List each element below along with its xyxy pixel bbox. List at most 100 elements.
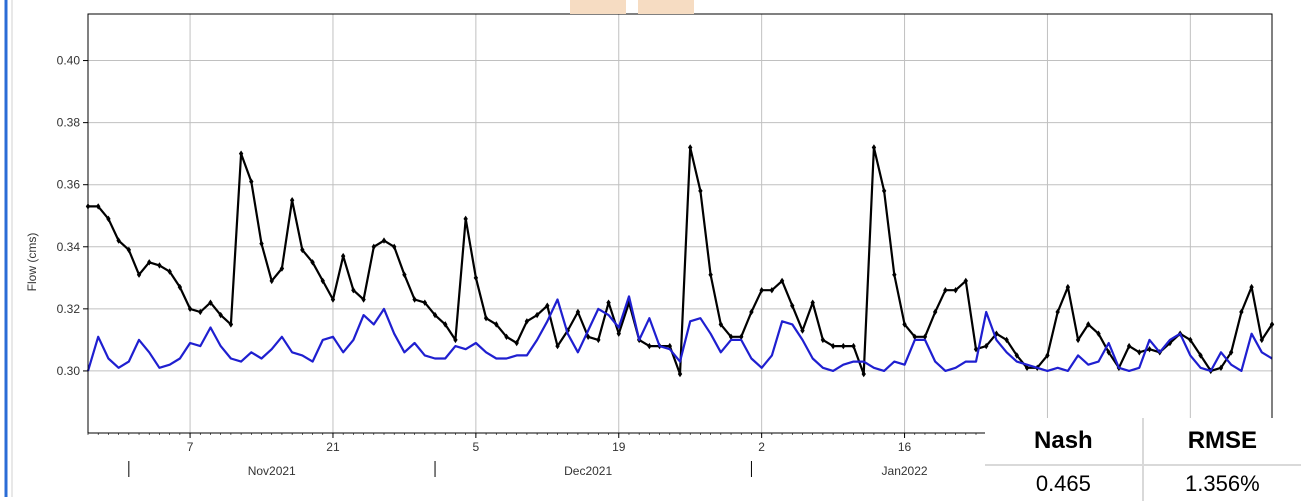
- observed-flow-point: [841, 342, 846, 350]
- observed-flow-point: [779, 277, 785, 285]
- y-tick-label: 0.40: [57, 54, 81, 68]
- observed-flow-point: [739, 333, 744, 340]
- observed-flow-point: [1086, 321, 1091, 328]
- observed-flow-point: [300, 246, 305, 254]
- observed-flow-point: [688, 144, 693, 151]
- observed-flow-point: [851, 342, 856, 350]
- y-tick-label: 0.38: [57, 116, 81, 130]
- observed-flow-point: [616, 330, 621, 337]
- observed-flow-point: [443, 321, 448, 328]
- observed-flow-point: [545, 302, 550, 309]
- observed-flow-point: [1045, 352, 1050, 359]
- observed-flow-point: [769, 287, 775, 294]
- x-tick-label: 21: [326, 440, 340, 454]
- observed-flow-point: [1198, 352, 1203, 359]
- observed-flow-point: [402, 271, 407, 278]
- y-tick-label: 0.30: [57, 364, 81, 378]
- observed-flow-point: [932, 308, 938, 316]
- observed-flow-point: [1126, 342, 1132, 350]
- nash-value: 0.465: [985, 465, 1144, 501]
- observed-flow-point: [749, 308, 754, 316]
- observed-flow-point: [800, 327, 805, 334]
- observed-flow-point: [892, 271, 897, 278]
- observed-flow-point: [279, 265, 285, 272]
- observed-flow-point: [963, 277, 968, 285]
- watermark-block: [570, 0, 626, 14]
- observed-flow-point: [1147, 346, 1152, 353]
- month-label: Jan2022: [882, 464, 928, 478]
- y-axis-label: Flow (cms): [25, 233, 39, 292]
- observed-flow-point: [340, 252, 346, 260]
- observed-flow-point: [116, 237, 121, 244]
- observed-flow-point: [667, 342, 672, 350]
- observed-flow-point: [1055, 308, 1060, 316]
- observed-flow-point: [994, 330, 999, 337]
- plot-frame: [87, 13, 1273, 434]
- observed-flow-point: [167, 268, 172, 275]
- observed-flow-point: [1218, 364, 1224, 372]
- observed-flow-point: [606, 299, 611, 306]
- observed-flow-point: [810, 299, 815, 306]
- observed-flow-point: [371, 243, 376, 250]
- observed-flow-point: [320, 277, 325, 285]
- observed-flow-point: [708, 271, 713, 278]
- observed-flow-point: [157, 262, 162, 269]
- observed-flow-point: [96, 203, 101, 210]
- observed-flow-point: [330, 296, 336, 303]
- observed-flow-point: [790, 302, 795, 309]
- observed-flow-point: [1137, 349, 1142, 356]
- observed-flow-point: [289, 197, 295, 204]
- observed-flow-point: [1004, 336, 1009, 344]
- x-tick-label: 16: [898, 440, 912, 454]
- observed-flow-point: [106, 215, 111, 223]
- observed-flow-point: [728, 333, 734, 340]
- observed-flow-point: [187, 305, 193, 313]
- observed-flow-point: [943, 287, 948, 294]
- watermark-block: [638, 0, 694, 14]
- observed-flow-point: [524, 318, 530, 325]
- observed-flow-point: [473, 274, 479, 282]
- observed-flow-point: [381, 237, 387, 244]
- observed-flow-point: [412, 296, 417, 303]
- observed-flow-point: [1249, 283, 1254, 291]
- observed-flow-point: [626, 299, 632, 306]
- x-tick-label: 7: [187, 440, 194, 454]
- observed-flow-point: [177, 283, 183, 291]
- observed-flow-point: [575, 308, 581, 316]
- observed-flow-point: [483, 314, 489, 322]
- observed-flow-point: [922, 333, 928, 340]
- observed-flow-point: [1024, 364, 1030, 372]
- observed-flow-point: [912, 333, 917, 340]
- observed-flow-point: [1106, 349, 1111, 356]
- observed-flow-point: [361, 296, 366, 303]
- observed-flow-point: [881, 187, 887, 195]
- observed-flow-point: [820, 336, 826, 344]
- metrics-table: Nash RMSE 0.465 1.356%: [985, 418, 1301, 501]
- observed-flow-point: [534, 311, 540, 319]
- nash-header: Nash: [985, 418, 1144, 466]
- observed-flow-point: [147, 259, 152, 266]
- y-tick-label: 0.32: [57, 302, 81, 316]
- observed-flow-point: [1239, 308, 1244, 316]
- observed-flow-point: [596, 336, 601, 344]
- observed-flow-point: [259, 240, 264, 247]
- x-tick-label: 19: [612, 440, 626, 454]
- observed-flow-point: [953, 287, 958, 294]
- observed-flow-point: [1075, 336, 1081, 344]
- observed-flow-point: [310, 259, 315, 266]
- y-tick-label: 0.36: [57, 178, 81, 192]
- rmse-header: RMSE: [1142, 418, 1301, 466]
- observed-flow-point: [861, 370, 866, 378]
- month-label: Dec2021: [564, 464, 612, 478]
- y-tick-label: 0.34: [57, 240, 81, 254]
- observed-flow-point: [422, 299, 428, 306]
- observed-flow-point: [392, 243, 397, 250]
- x-tick-label: 5: [473, 440, 480, 454]
- observed-flow-point: [351, 287, 356, 294]
- observed-flow-point: [208, 299, 213, 306]
- observed-flow-point: [249, 178, 254, 185]
- month-label: Nov2021: [248, 464, 296, 478]
- observed-flow-point: [218, 311, 223, 319]
- observed-flow-point: [1259, 336, 1264, 344]
